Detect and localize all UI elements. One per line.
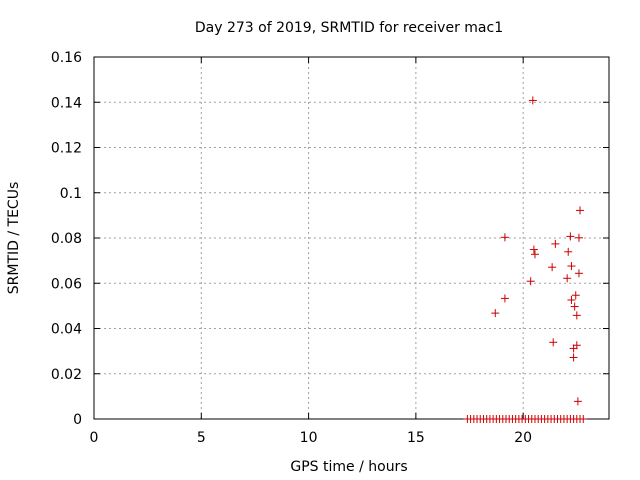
chart-title: Day 273 of 2019, SRMTID for receiver mac… bbox=[195, 20, 503, 36]
data-point bbox=[530, 250, 539, 259]
data-point bbox=[574, 233, 583, 242]
data-point bbox=[526, 277, 535, 286]
data-point bbox=[579, 415, 588, 423]
x-tick-label: 20 bbox=[514, 430, 532, 446]
data-point bbox=[549, 338, 558, 347]
data-point bbox=[528, 96, 537, 105]
data-point bbox=[573, 397, 582, 406]
x-tick-label: 10 bbox=[300, 430, 318, 446]
x-tick-label: 5 bbox=[197, 430, 206, 446]
data-point bbox=[567, 262, 576, 271]
data-point bbox=[491, 309, 500, 318]
data-points bbox=[463, 96, 588, 423]
data-point bbox=[500, 233, 509, 242]
y-tick-label: 0.14 bbox=[51, 95, 82, 111]
data-point bbox=[529, 245, 538, 254]
y-tick-label: 0 bbox=[73, 412, 82, 428]
data-point bbox=[570, 302, 579, 311]
data-point bbox=[569, 344, 578, 353]
data-point bbox=[551, 239, 560, 248]
y-tick-label: 0.04 bbox=[51, 322, 82, 338]
data-point bbox=[566, 232, 575, 241]
y-tick-label: 0.08 bbox=[51, 231, 82, 247]
tick-labels: 0 0.02 0.04 0.06 0.08 0.1 0.12 0.14 0.16 0 5 10 15 20 bbox=[51, 50, 532, 446]
x-axis-title: GPS time / hours bbox=[290, 459, 407, 475]
x-tick-label: 0 bbox=[90, 430, 99, 446]
data-point bbox=[563, 274, 572, 283]
data-point bbox=[572, 311, 581, 320]
y-tick-label: 0.12 bbox=[51, 141, 82, 157]
data-point bbox=[548, 263, 557, 272]
data-point bbox=[569, 353, 578, 362]
y-tick-label: 0.1 bbox=[60, 186, 82, 202]
grid bbox=[94, 57, 609, 419]
y-axis-title: SRMTID / TECUs bbox=[6, 182, 22, 295]
y-tick-label: 0.16 bbox=[51, 50, 82, 66]
data-point bbox=[500, 294, 509, 303]
data-point bbox=[567, 295, 576, 304]
data-point bbox=[571, 291, 580, 300]
y-tick-label: 0.02 bbox=[51, 367, 82, 383]
y-tick-label: 0.06 bbox=[51, 276, 82, 292]
data-point bbox=[576, 206, 585, 215]
data-point bbox=[572, 341, 581, 350]
plot-area-frame bbox=[93, 56, 610, 420]
data-point bbox=[564, 247, 573, 256]
x-tick-label: 15 bbox=[407, 430, 425, 446]
data-point bbox=[574, 269, 583, 278]
